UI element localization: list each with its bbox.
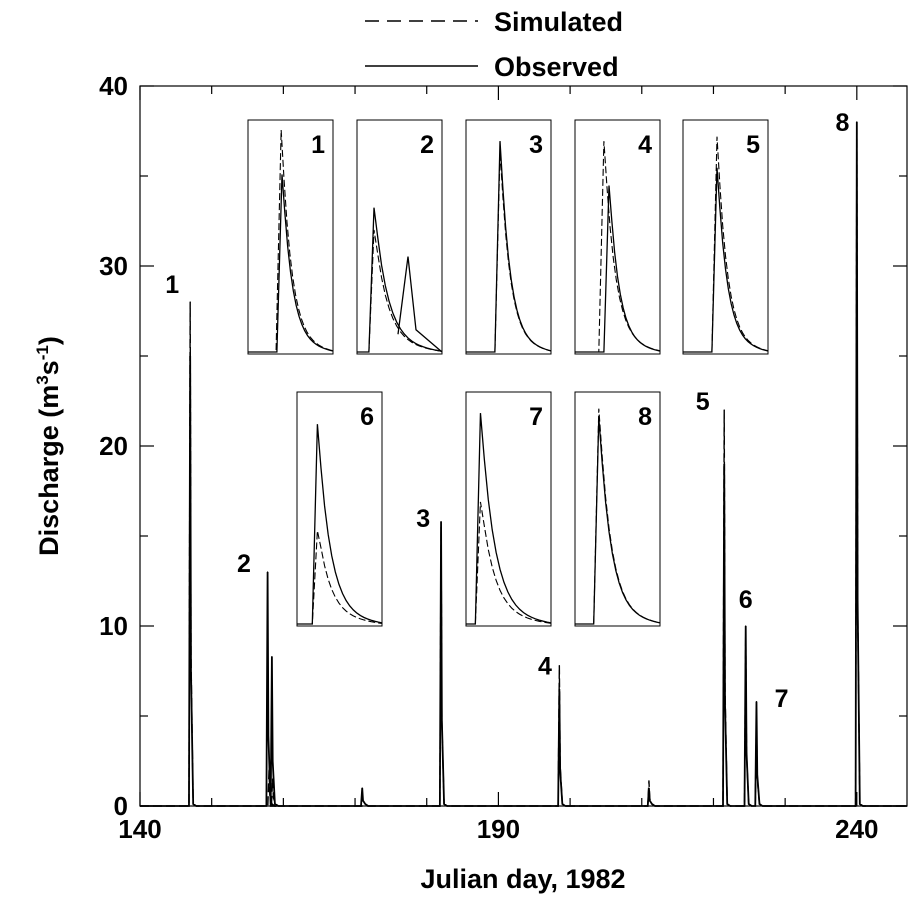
inset-simulated-line: [466, 152, 552, 353]
y-tick-label: 40: [99, 71, 128, 101]
peak-point-simulated: [272, 778, 274, 780]
inset-frame: [574, 119, 661, 355]
inset-frame: [574, 391, 661, 627]
inset-frame: [465, 119, 552, 355]
legend-observed-label: Observed: [494, 52, 619, 82]
inset-simulated-line: [297, 530, 383, 625]
inset-simulated-line: [466, 501, 552, 625]
inset-simulated-line: [683, 136, 769, 353]
event-label: 8: [836, 109, 850, 137]
inset-simulated-line: [357, 229, 443, 353]
inset-label: 2: [420, 131, 434, 159]
axis-tick-labels: 140 190 240 0 10 20 30 40: [99, 71, 878, 844]
y-tick-label: 20: [99, 431, 128, 461]
y-tick-label: 30: [99, 251, 128, 281]
peak-point-observed: [361, 787, 363, 789]
peak-point-simulated: [440, 526, 442, 528]
inset-5: 5: [682, 119, 769, 355]
inset-simulated-line: [575, 408, 661, 625]
inset-1: 1: [247, 119, 334, 355]
peak-point-simulated: [558, 665, 560, 667]
inset-3: 3: [465, 119, 552, 355]
inset-simulated-line: [248, 129, 334, 353]
legend: Simulated Observed: [365, 7, 623, 82]
peak-point-simulated: [189, 301, 191, 303]
peak-point-simulated: [856, 121, 858, 123]
inset-observed-line: [297, 424, 383, 625]
event-label: 2: [237, 550, 251, 578]
inset-label: 7: [529, 403, 543, 431]
event-label: 7: [775, 685, 789, 713]
event-labels: 1 2 3 4 5 6 7 8: [165, 109, 849, 713]
peak-point-simulated: [755, 715, 758, 717]
series-line-simulated: [140, 121, 907, 807]
inset-observed-line: [466, 413, 552, 625]
inset-2: 2: [356, 119, 443, 355]
inset-6: 6: [296, 391, 383, 627]
inset-frame: [356, 119, 443, 355]
inset-label: 4: [638, 131, 652, 159]
peak-point-simulated: [268, 769, 270, 771]
inset-4: 4: [574, 119, 661, 355]
legend-simulated-label: Simulated: [494, 7, 623, 37]
inset-frame: [682, 119, 769, 355]
series-simulated: [140, 121, 907, 807]
axis-ticks: [139, 85, 907, 807]
event-label: 1: [165, 271, 179, 299]
event-label: 4: [538, 653, 552, 681]
peak-point-observed: [745, 625, 747, 627]
y-axis-title: Discharge (m3s-1): [33, 336, 64, 556]
inset-simulated-line: [575, 141, 661, 353]
inset-label: 6: [360, 403, 374, 431]
peak-point-simulated: [648, 780, 650, 782]
x-axis-title: Julian day, 1982: [420, 864, 625, 894]
x-tick-label: 190: [477, 814, 520, 844]
inset-frame: [247, 119, 334, 355]
inset-label: 8: [638, 403, 652, 431]
peak-point-observed: [755, 701, 758, 703]
x-tick-label: 240: [835, 814, 878, 844]
inset-label: 5: [746, 131, 760, 159]
peak-point-observed: [266, 571, 269, 573]
inset-observed-second-peak: [397, 256, 443, 353]
y-tick-label: 0: [114, 791, 128, 821]
peak-point-simulated: [723, 409, 725, 411]
inset-label: 1: [311, 131, 325, 159]
y-tick-label: 10: [99, 611, 128, 641]
inset-label: 3: [529, 131, 543, 159]
insets: 1 2 3 4 5 6 7 8: [247, 119, 769, 627]
peak-point-observed: [440, 521, 442, 523]
event-label: 3: [416, 505, 430, 533]
inset-7: 7: [465, 391, 552, 627]
peak-point-observed: [271, 656, 273, 658]
event-label: 6: [739, 586, 753, 614]
inset-observed-line: [248, 174, 334, 353]
event-label: 5: [696, 388, 710, 416]
x-tick-label: 140: [118, 814, 161, 844]
peak-point-simulated: [745, 630, 747, 633]
inset-8: 8: [574, 391, 661, 627]
